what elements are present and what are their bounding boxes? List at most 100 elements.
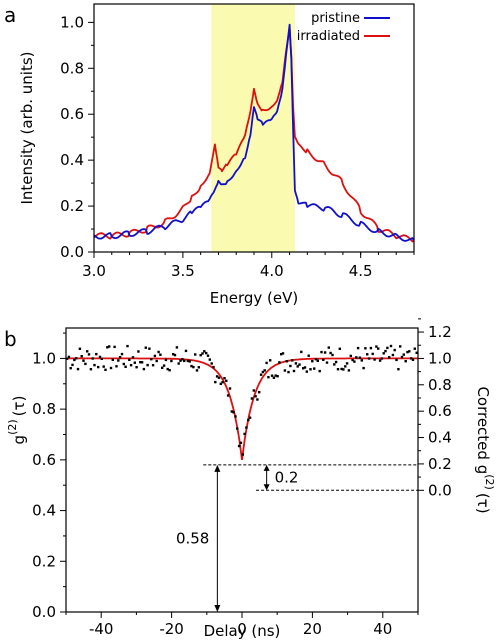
y-tick-label: 1.0 [32, 349, 56, 367]
data-point [135, 366, 138, 369]
data-point [162, 364, 166, 367]
spectrum-chart: 3.0 3.5 4.0 4.5 0.0 0.2 0.4 0.6 0.8 1.0 Energy (e… [18, 3, 415, 307]
g2-x-axis-label: Delay (ns) [204, 622, 281, 640]
data-point [239, 441, 243, 444]
data-point [380, 357, 384, 360]
data-point [276, 375, 279, 378]
data-point [408, 350, 411, 353]
data-point [65, 357, 69, 360]
data-point [120, 352, 124, 356]
data-point [97, 365, 100, 369]
data-point [153, 354, 157, 358]
data-point [256, 398, 259, 401]
y-tick-label: 0.8 [60, 59, 84, 77]
data-point [289, 364, 292, 368]
data-point [261, 370, 265, 374]
y2-tick-label: 1.0 [428, 349, 452, 367]
data-point [334, 360, 338, 364]
g2-chart: -40 -20 0 20 40 0.0 0.2 0.4 0.6 0.8 1.0 0.0 0.2 0.4 0.… [6, 318, 496, 640]
g2-plot-frame [65, 327, 419, 613]
data-point [221, 381, 224, 384]
data-point [316, 359, 319, 362]
y-tick-label: 0.2 [32, 552, 56, 570]
x-tick-label: 4.0 [260, 262, 284, 280]
x-tick-label: -20 [159, 620, 184, 638]
data-point [157, 350, 160, 354]
data-point [303, 366, 307, 369]
data-point [184, 349, 188, 353]
x-tick-label: 3.0 [82, 262, 106, 280]
data-point [137, 350, 140, 353]
data-point [323, 351, 327, 354]
dip-arrow-head-up [214, 464, 221, 472]
data-point [109, 366, 113, 370]
data-point [263, 369, 266, 372]
data-point [404, 360, 407, 363]
data-point [356, 346, 360, 350]
data-point [151, 364, 155, 367]
data-point [212, 365, 215, 369]
data-point [73, 358, 76, 362]
data-point [367, 357, 371, 360]
data-point [179, 359, 182, 362]
data-point [177, 362, 180, 365]
panel-a-label: a [4, 3, 16, 27]
data-point [309, 368, 312, 371]
data-point [201, 352, 204, 355]
panel-b-label: b [4, 327, 17, 351]
data-point [336, 368, 340, 371]
data-point [150, 358, 153, 361]
legend-irradiated-label: irradiated [297, 29, 360, 44]
corrected-arrow-head-down [263, 484, 270, 491]
data-point [86, 350, 89, 353]
data-point [344, 365, 347, 368]
data-point [75, 357, 78, 360]
data-point [237, 444, 241, 448]
data-point [283, 369, 287, 372]
data-point [129, 364, 133, 367]
data-point [104, 368, 107, 371]
data-point [353, 360, 356, 363]
data-point [384, 349, 387, 353]
data-point [78, 347, 82, 350]
legend-pristine-label: pristine [311, 11, 360, 26]
data-point [410, 357, 413, 360]
data-point [355, 356, 358, 359]
series-irradiated [93, 26, 415, 243]
data-point [128, 358, 131, 361]
data-point [205, 351, 208, 355]
y-tick-label: 1.0 [60, 13, 84, 31]
data-point [389, 344, 393, 348]
data-point [172, 353, 175, 356]
data-point [194, 353, 197, 356]
data-point [388, 356, 391, 359]
dip-annotations: 0.58 0.2 [176, 464, 418, 612]
data-point [241, 453, 244, 456]
data-point [415, 351, 418, 354]
data-point [219, 382, 222, 385]
y2-tick-label: 0.2 [428, 455, 452, 473]
data-point [173, 353, 177, 357]
y2-tick-label: 0.6 [428, 402, 452, 420]
data-point [115, 365, 118, 368]
data-point [325, 361, 329, 364]
data-point [298, 363, 301, 366]
data-point [360, 359, 363, 362]
data-point [300, 350, 303, 354]
data-point [245, 426, 248, 429]
data-point [314, 358, 318, 361]
data-point [340, 367, 343, 371]
data-point [395, 358, 398, 362]
data-point [140, 361, 144, 364]
data-point [170, 359, 173, 363]
data-point [208, 358, 211, 361]
data-point [203, 350, 206, 353]
corrected-arrow-head-up [263, 464, 270, 471]
data-point [411, 358, 415, 361]
data-point [95, 352, 98, 356]
g2-y-axis-label: g(2)(τ) [6, 396, 28, 445]
data-point [228, 387, 232, 390]
data-point [206, 354, 210, 357]
data-point [139, 361, 142, 364]
data-point [98, 355, 102, 359]
